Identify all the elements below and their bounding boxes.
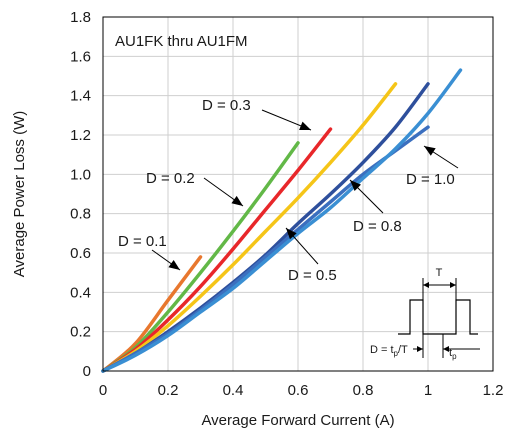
y-tick-label: 1.0 (70, 166, 91, 183)
series-line (101, 68, 463, 373)
series-annotation-label: D = 0.1 (118, 233, 167, 250)
series-annotation-label: D = 1.0 (406, 171, 455, 188)
series-annotations: D = 0.1 D = 0.2 D = 0.3 D = 0.5 D = 0.8 D = 1… (118, 97, 459, 284)
period-arrowhead-right (450, 282, 456, 288)
series-lines (101, 68, 463, 373)
y-tick-label: 0 (83, 363, 91, 380)
x-tick-label: 0.4 (223, 382, 244, 399)
annotation-arrowhead (168, 259, 180, 270)
y-axis-label: Average Power Loss (W) (11, 111, 28, 277)
pulse-width-label: tp (449, 347, 457, 361)
y-tick-label: 0.6 (70, 245, 91, 262)
y-tick-label: 0.2 (70, 324, 91, 341)
series-line (101, 127, 333, 373)
x-tick-label: 0.6 (288, 382, 309, 399)
y-tick-label: 0.8 (70, 206, 91, 223)
x-tick-label: 1 (424, 382, 432, 399)
pulse-arrowhead-left (417, 346, 423, 352)
series-line (101, 255, 203, 373)
annotation-arrowhead (231, 195, 243, 206)
x-tick-label: 0.2 (158, 382, 179, 399)
period-label: T (436, 267, 443, 279)
annotation-arrowhead (424, 146, 436, 156)
duty-cycle-inset: T D = tp/T tp (370, 267, 480, 361)
series-annotation-label: D = 0.2 (146, 170, 195, 187)
y-tick-label: 1.8 (70, 9, 91, 26)
x-tick-label: 0 (99, 382, 107, 399)
y-tick-label: 1.6 (70, 48, 91, 65)
x-tick-label: 1.2 (483, 382, 504, 399)
plot-frame (102, 16, 494, 372)
x-axis-label: Average Forward Current (A) (201, 412, 394, 429)
x-tick-label: 0.8 (353, 382, 374, 399)
period-arrowhead-left (423, 282, 429, 288)
annotation-arrowhead (299, 121, 311, 131)
series-line (101, 82, 398, 373)
series-annotation-label: D = 0.5 (288, 267, 337, 284)
series-annotation-label: D = 0.3 (202, 97, 251, 114)
duty-formula: D = tp/T (370, 344, 408, 358)
annotation-arrowhead (286, 228, 297, 240)
y-tick-label: 0.4 (70, 284, 91, 301)
y-tick-label: 1.2 (70, 127, 91, 144)
pulse-arrowhead-right (443, 346, 449, 352)
annotation-arrowhead (350, 180, 361, 191)
series-annotation-label: D = 0.8 (353, 218, 402, 235)
chart-title: AU1FK thru AU1FM (115, 33, 248, 50)
y-tick-label: 1.4 (70, 88, 91, 105)
tick-labels: 0 0.2 0.4 0.6 0.8 1 1.2 0 0.2 0.4 0.6 0.8 1.0 1.2 1.4 1… (70, 9, 503, 399)
pulse-waveform (398, 299, 478, 335)
